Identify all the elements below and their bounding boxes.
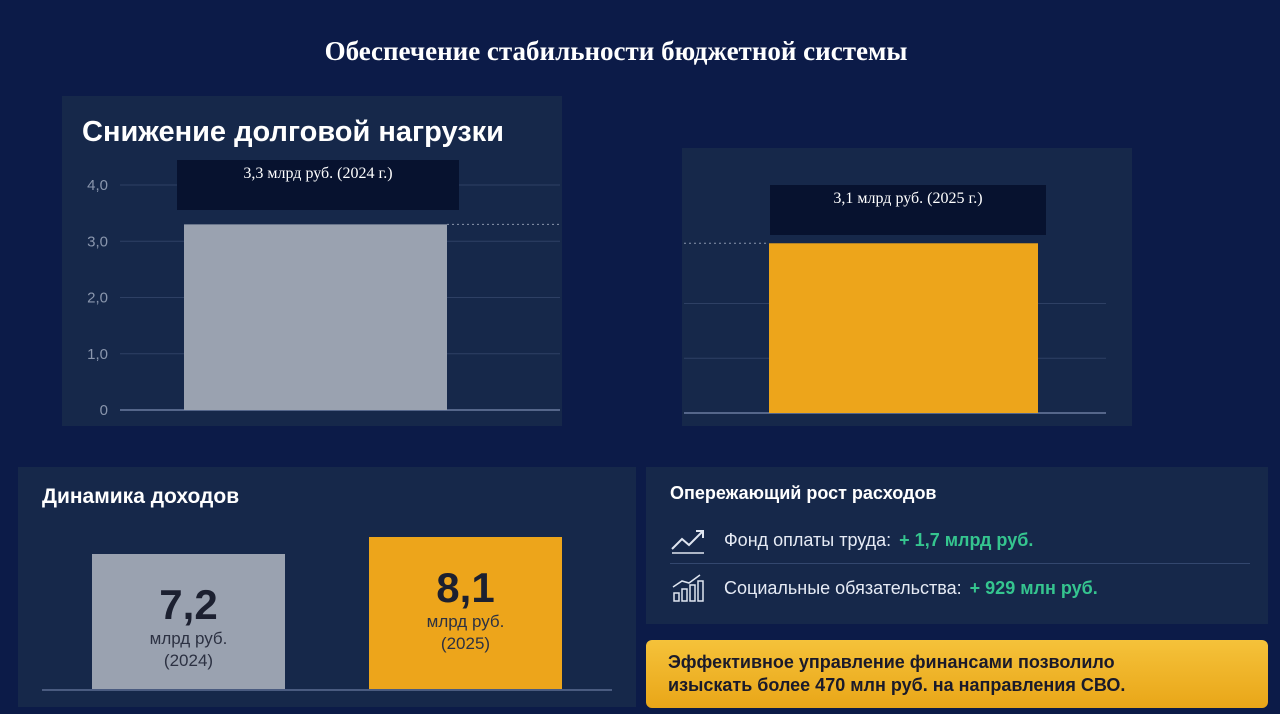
banner-line-2: изыскать более 470 млн руб. на направлен… <box>668 675 1126 695</box>
revenue-bar-2025: 8,1 млрд руб. (2025) <box>369 537 562 689</box>
revenue-value-2024: 7,2 <box>159 580 218 628</box>
debt-bar-2025 <box>769 243 1038 413</box>
revenue-unit-2025: млрд руб. <box>426 612 505 631</box>
revenue-bar-2024: 7,2 млрд руб. (2024) <box>92 553 285 689</box>
debt-chart-2025-panel: 3,1 млрд руб. (2025 г.) <box>682 148 1132 426</box>
expense-value-payroll: + 1,7 млрд руб. <box>899 529 1034 550</box>
revenue-unit-2024: млрд руб. <box>149 628 228 648</box>
revenue-baseline <box>42 689 612 691</box>
revenue-year-2025: (2025) <box>440 634 491 653</box>
banner-line-1: Эффективное управление финансами позволи… <box>668 652 1115 672</box>
y-tick-label: 3,0 <box>87 233 108 250</box>
callout-2025: 3,1 млрд руб. (2025 г.) <box>770 185 1046 235</box>
expense-value-social: + 929 млн руб. <box>969 577 1098 598</box>
y-tick-label: 0 <box>100 402 108 419</box>
expense-label-social: Социальные обязательства: <box>724 577 962 598</box>
debt-chart-2024: 0 1,0 2,0 3,0 4,0 <box>87 177 560 419</box>
y-tick-label: 2,0 <box>87 290 108 307</box>
debt-chart-2025 <box>684 242 1106 414</box>
conclusion-banner: Эффективное управление финансами позволи… <box>646 640 1268 708</box>
expenses-title: Опережающий рост расходов <box>670 483 937 503</box>
expense-item-payroll: Фонд оплаты труда: + 1,7 млрд руб. <box>670 525 1033 555</box>
revenue-title: Динамика доходов <box>42 485 240 508</box>
expense-label-payroll: Фонд оплаты труда: <box>724 529 892 550</box>
debt-chart-title: Снижение долговой нагрузки <box>82 116 504 148</box>
y-tick-label: 1,0 <box>87 346 108 363</box>
bar-growth-icon <box>672 574 704 602</box>
trend-up-icon <box>671 530 704 554</box>
callout-2024: 3,3 млрд руб. (2024 г.) <box>177 160 459 210</box>
expenses-panel: Опережающий рост расходов Фонд оплаты тр… <box>646 467 1268 624</box>
y-tick-label: 4,0 <box>87 177 108 194</box>
revenue-panel: Динамика доходов 7,2 млрд руб. (2024) 8,… <box>18 467 636 707</box>
debt-chart-2024-panel: Снижение долговой нагрузки 0 1,0 2,0 3,0 4,0… <box>62 96 562 426</box>
debt-bar-2024 <box>184 224 447 410</box>
expense-item-social: Социальные обязательства: + 929 млн руб. <box>670 573 1098 603</box>
page-title: Обеспечение стабильности бюджетной систе… <box>324 36 908 66</box>
revenue-year-2024: (2024) <box>163 650 214 670</box>
expenses-divider <box>670 563 1250 564</box>
revenue-value-2025: 8,1 <box>436 564 495 611</box>
